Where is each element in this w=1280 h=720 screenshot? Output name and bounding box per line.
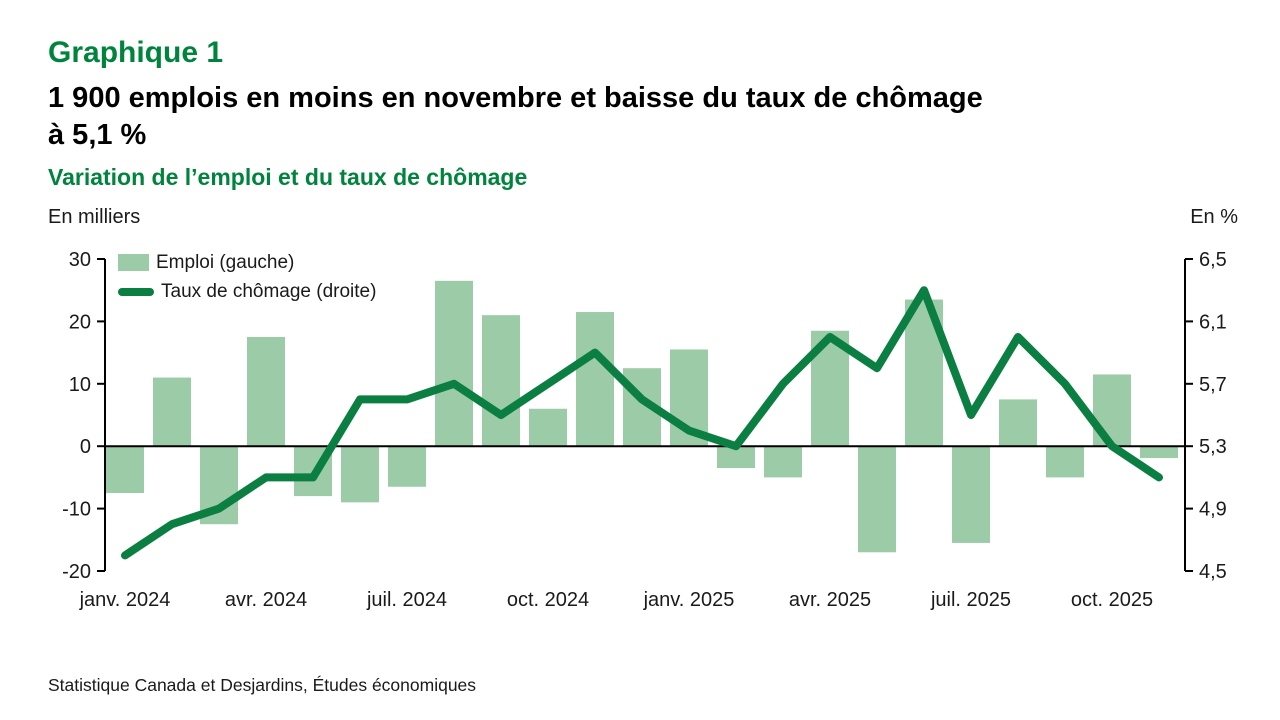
employment-bar	[999, 399, 1037, 447]
bar-swatch-icon	[118, 254, 149, 271]
employment-bar	[1140, 446, 1178, 459]
employment-bar	[1093, 374, 1131, 447]
x-axis-tick-label: oct. 2025	[1071, 589, 1153, 611]
x-axis-tick-label: avr. 2025	[789, 589, 871, 611]
employment-bar	[341, 446, 379, 503]
right-axis-tick-label: 6,1	[1199, 311, 1227, 333]
chart-number-label: Graphique 1	[48, 36, 224, 69]
employment-bar	[764, 446, 802, 478]
legend-label: Emploi (gauche)	[156, 251, 295, 273]
employment-bar	[717, 446, 755, 469]
line-swatch-icon	[118, 287, 154, 296]
employment-bar	[388, 446, 426, 487]
x-axis-tick-label: avr. 2024	[225, 589, 307, 611]
right-axis-tick-label: 5,7	[1199, 374, 1227, 396]
left-axis-tick-label: 0	[80, 436, 91, 458]
page-title-line1: 1 900 emplois en moins en novembre et ba…	[48, 82, 983, 114]
legend-item-taux-de-chomage: Taux de chômage (droite)	[118, 281, 376, 302]
legend-item-emploi: Emploi (gauche)	[118, 252, 376, 273]
chart-subtitle: Variation de l’emploi et du taux de chôm…	[48, 164, 528, 190]
left-axis-tick-label: -20	[62, 561, 91, 583]
employment-bar	[952, 446, 990, 543]
right-axis-unit-label: En %	[1190, 206, 1238, 228]
chart-legend: Emploi (gauche) Taux de chômage (droite)	[118, 252, 376, 302]
employment-bar	[482, 315, 520, 447]
x-axis-tick-label: oct. 2024	[507, 589, 589, 611]
right-axis-tick-label: 4,5	[1199, 561, 1227, 583]
source-note: Statistique Canada et Desjardins, Études…	[48, 675, 477, 695]
right-axis-tick-label: 6,5	[1199, 249, 1227, 271]
employment-bar	[153, 377, 191, 447]
x-axis-tick-label: juil. 2024	[366, 589, 447, 611]
left-axis-tick-label: 30	[69, 249, 91, 271]
right-axis-tick-label: 5,3	[1199, 436, 1227, 458]
employment-bar	[529, 408, 567, 447]
right-axis-tick-label: 4,9	[1199, 499, 1227, 521]
x-axis-tick-label: janv. 2025	[643, 589, 735, 611]
left-axis-tick-label: 20	[69, 311, 91, 333]
x-axis-tick-label: juil. 2025	[930, 589, 1011, 611]
unemployment-rate-line	[121, 286, 1163, 560]
left-axis-tick-label: 10	[69, 374, 91, 396]
left-axis-tick-label: -10	[62, 499, 91, 521]
employment-bar	[435, 280, 473, 447]
employment-bar	[576, 312, 614, 447]
x-axis-tick-label: janv. 2024	[79, 589, 171, 611]
page-title-line2: à 5,1 %	[48, 119, 147, 151]
employment-bar	[1046, 446, 1084, 478]
legend-label: Taux de chômage (droite)	[161, 280, 377, 302]
employment-bar	[106, 446, 144, 493]
employment-bar	[247, 337, 285, 447]
employment-bar	[858, 446, 896, 553]
left-axis-unit-label: En milliers	[48, 206, 141, 228]
